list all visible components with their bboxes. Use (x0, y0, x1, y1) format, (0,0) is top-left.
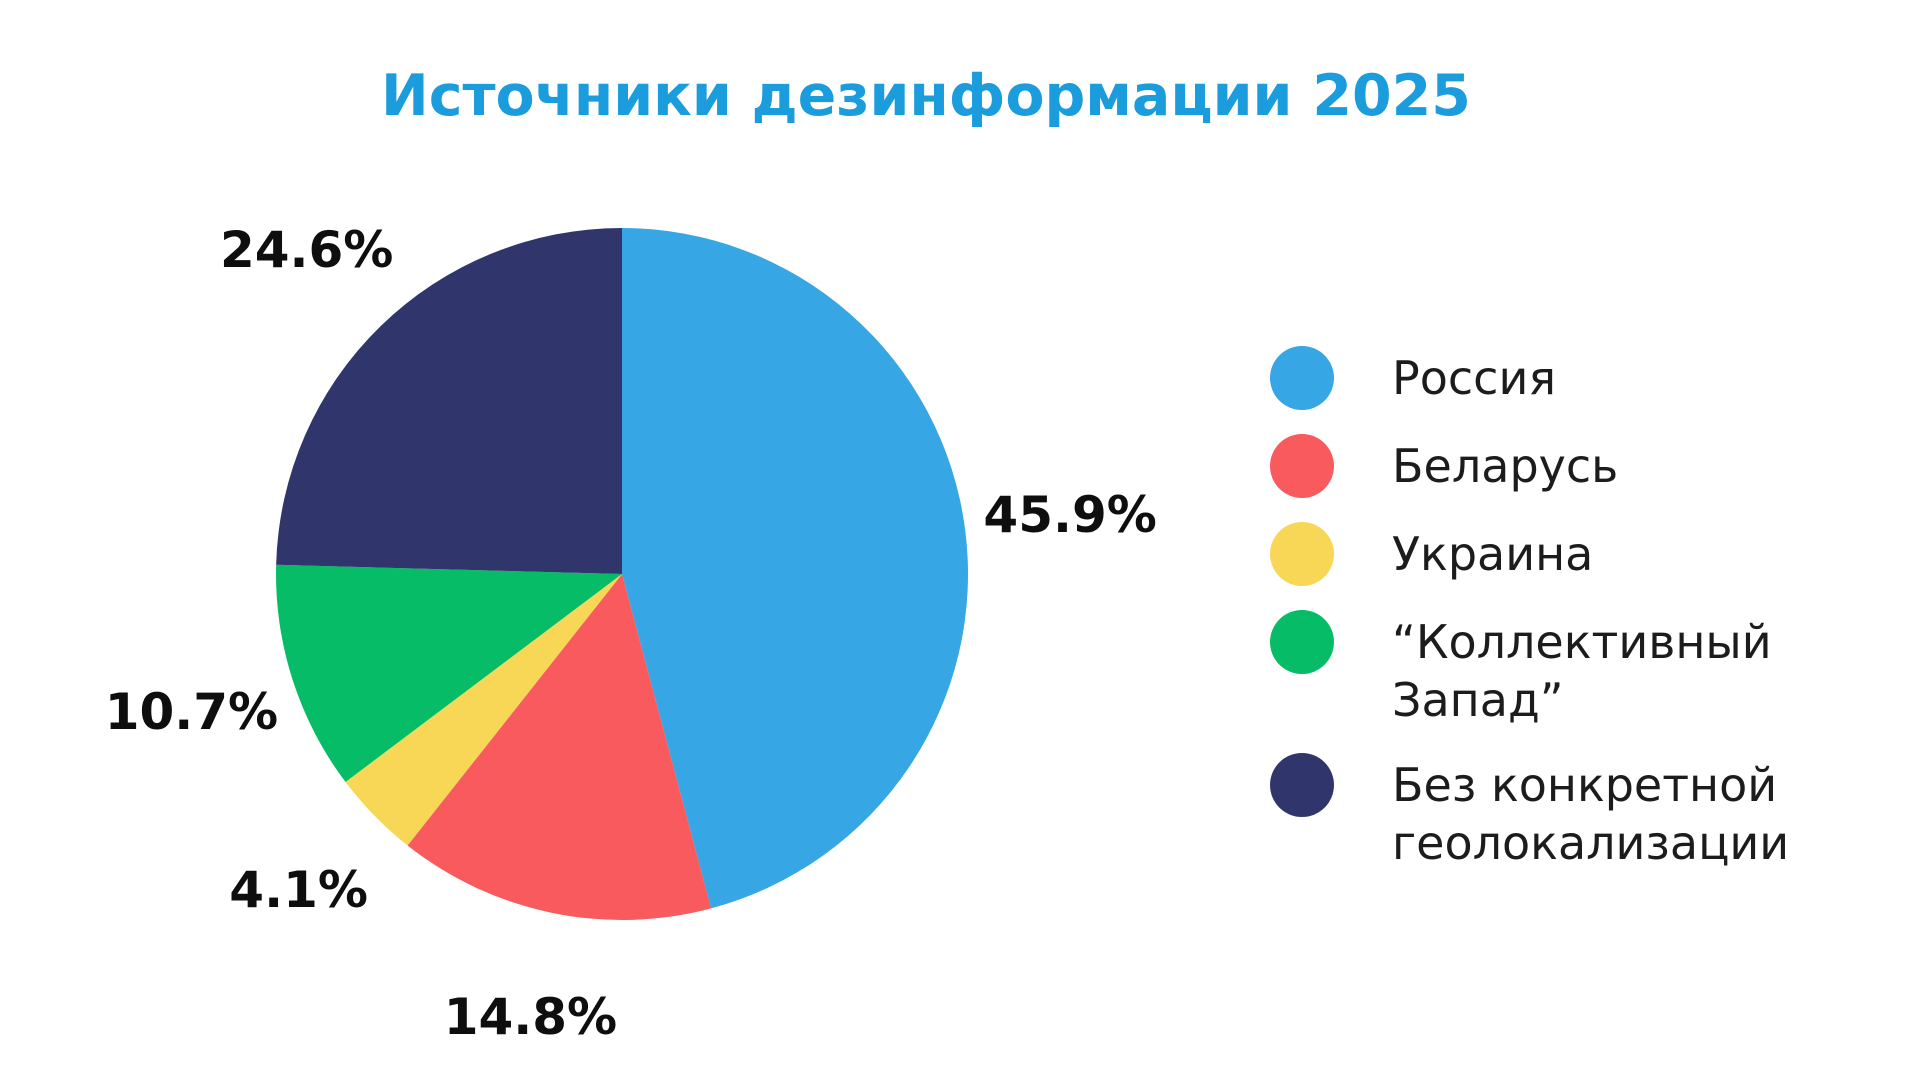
slice-value-label-5: 24.6% (219, 221, 394, 280)
slice-value-label-2: 14.8% (443, 987, 618, 1046)
legend-label-4: “Коллективный Запад” (1392, 615, 1772, 727)
legend-item-1: Россия (1270, 346, 1920, 410)
legend-color-dot-2 (1270, 434, 1334, 498)
legend-label-3: Украина (1392, 527, 1594, 581)
legend-item-2: Беларусь (1270, 434, 1920, 498)
legend-color-dot-1 (1270, 346, 1334, 410)
legend-label-5: Без конкретной геолокализации (1392, 758, 1790, 870)
pie-slice-3 (345, 574, 622, 846)
slice-value-label-1: 45.9% (983, 486, 1157, 545)
pie-slice-5 (276, 228, 622, 574)
legend-label-2: Беларусь (1392, 439, 1619, 493)
legend-color-dot-3 (1270, 522, 1334, 586)
legend-item-3: Украина (1270, 522, 1920, 586)
legend-item-4: “Коллективный Запад” (1270, 610, 1920, 729)
pie-slice-2 (407, 574, 712, 920)
pie-slice-4 (275, 564, 622, 783)
legend-label-1: Россия (1392, 351, 1557, 405)
legend: Россия Беларусь Украина “Коллективный Запад… (1270, 346, 1920, 872)
legend-item-5: Без конкретной геолокализации (1270, 753, 1920, 872)
chart-title: Источники дезинформации 2025 (381, 63, 1471, 129)
pie-slice-1 (622, 228, 969, 909)
slice-value-label-4: 10.7% (104, 682, 279, 741)
legend-color-dot-5 (1270, 753, 1334, 817)
slice-value-label-3: 4.1% (229, 860, 368, 919)
legend-color-dot-4 (1270, 610, 1334, 674)
